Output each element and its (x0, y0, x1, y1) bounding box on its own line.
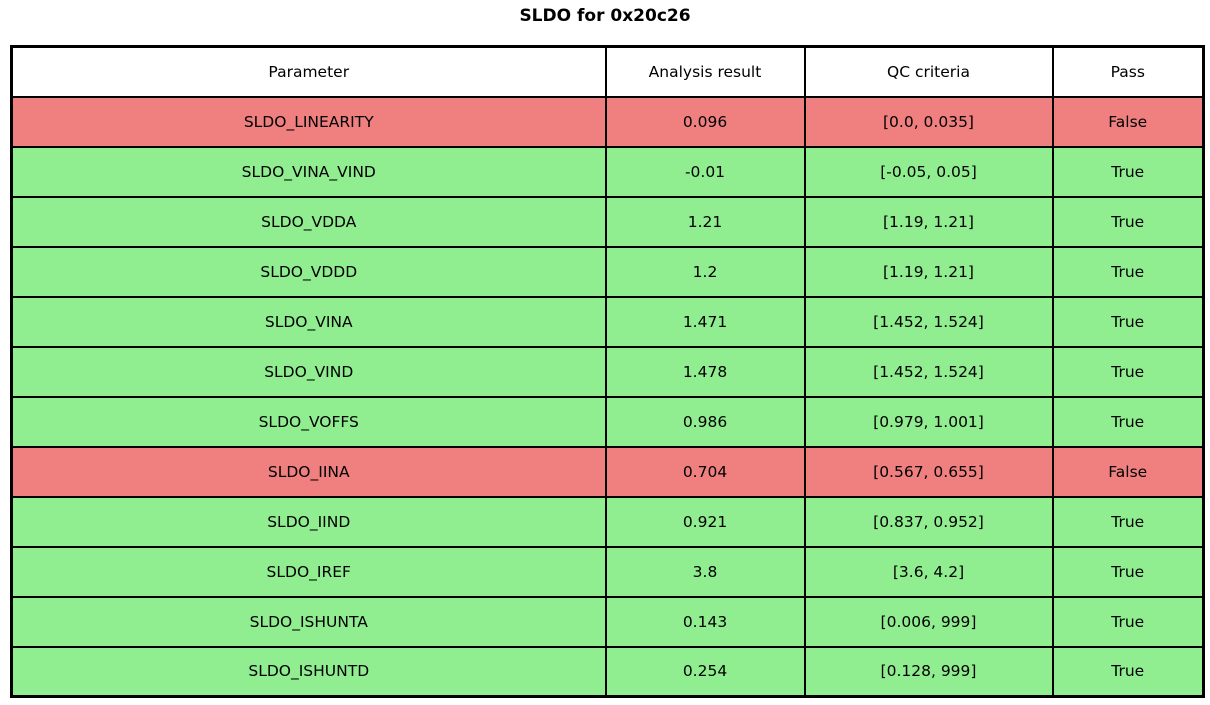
qc-criteria-cell: [1.452, 1.524] (803, 295, 1054, 348)
analysis-result-cell: 0.921 (604, 495, 806, 548)
table-row: SLDO_LINEARITY 0.096 [0.0, 0.035] False (10, 95, 1205, 148)
qc-criteria-cell: [0.979, 1.001] (803, 395, 1054, 448)
analysis-result-cell: 1.478 (604, 345, 806, 398)
qc-criteria-cell: [-0.05, 0.05] (803, 145, 1054, 198)
table-row: SLDO_ISHUNTA 0.143 [0.006, 999] True (10, 595, 1205, 648)
pass-cell: True (1051, 145, 1205, 198)
pass-cell: False (1051, 95, 1205, 148)
qc-criteria-cell: [1.452, 1.524] (803, 345, 1054, 398)
table-row: SLDO_VOFFS 0.986 [0.979, 1.001] True (10, 395, 1205, 448)
parameter-cell: SLDO_IIND (10, 495, 607, 548)
table-row: SLDO_IREF 3.8 [3.6, 4.2] True (10, 545, 1205, 598)
parameter-cell: SLDO_VINA_VIND (10, 145, 607, 198)
analysis-result-cell: 0.143 (604, 595, 806, 648)
parameter-cell: SLDO_ISHUNTD (10, 645, 607, 698)
pass-cell: True (1051, 645, 1205, 698)
analysis-result-cell: 1.21 (604, 195, 806, 248)
pass-cell: True (1051, 195, 1205, 248)
column-header-analysis-result: Analysis result (604, 45, 806, 98)
pass-cell: True (1051, 345, 1205, 398)
column-header-qc-criteria: QC criteria (803, 45, 1054, 98)
analysis-result-cell: 0.704 (604, 445, 806, 498)
analysis-result-cell: -0.01 (604, 145, 806, 198)
parameter-cell: SLDO_ISHUNTA (10, 595, 607, 648)
analysis-result-cell: 0.986 (604, 395, 806, 448)
table-row: SLDO_IINA 0.704 [0.567, 0.655] False (10, 445, 1205, 498)
pass-cell: True (1051, 595, 1205, 648)
parameter-cell: SLDO_IREF (10, 545, 607, 598)
analysis-result-cell: 1.471 (604, 295, 806, 348)
parameter-cell: SLDO_VOFFS (10, 395, 607, 448)
table-row: SLDO_VDDD 1.2 [1.19, 1.21] True (10, 245, 1205, 298)
table-row: SLDO_VDDA 1.21 [1.19, 1.21] True (10, 195, 1205, 248)
page-title: SLDO for 0x20c26 (519, 6, 691, 26)
parameter-cell: SLDO_IINA (10, 445, 607, 498)
table-row: SLDO_VIND 1.478 [1.452, 1.524] True (10, 345, 1205, 398)
pass-cell: True (1051, 545, 1205, 598)
parameter-cell: SLDO_VDDD (10, 245, 607, 298)
qc-criteria-cell: [0.006, 999] (803, 595, 1054, 648)
table-row: SLDO_IIND 0.921 [0.837, 0.952] True (10, 495, 1205, 548)
qc-criteria-cell: [0.0, 0.035] (803, 95, 1054, 148)
qc-results-table: Parameter Analysis result QC criteria Pa… (10, 45, 1205, 698)
qc-criteria-cell: [1.19, 1.21] (803, 245, 1054, 298)
analysis-result-cell: 3.8 (604, 545, 806, 598)
pass-cell: True (1051, 395, 1205, 448)
parameter-cell: SLDO_VINA (10, 295, 607, 348)
qc-criteria-cell: [0.128, 999] (803, 645, 1054, 698)
table-row: SLDO_ISHUNTD 0.254 [0.128, 999] True (10, 645, 1205, 698)
parameter-cell: SLDO_LINEARITY (10, 95, 607, 148)
analysis-result-cell: 0.254 (604, 645, 806, 698)
table-row: SLDO_VINA 1.471 [1.452, 1.524] True (10, 295, 1205, 348)
analysis-result-cell: 1.2 (604, 245, 806, 298)
table-row: SLDO_VINA_VIND -0.01 [-0.05, 0.05] True (10, 145, 1205, 198)
column-header-pass: Pass (1051, 45, 1205, 98)
qc-criteria-cell: [0.567, 0.655] (803, 445, 1054, 498)
parameter-cell: SLDO_VDDA (10, 195, 607, 248)
qc-criteria-cell: [3.6, 4.2] (803, 545, 1054, 598)
pass-cell: False (1051, 445, 1205, 498)
pass-cell: True (1051, 245, 1205, 298)
column-header-parameter: Parameter (10, 45, 607, 98)
parameter-cell: SLDO_VIND (10, 345, 607, 398)
analysis-result-cell: 0.096 (604, 95, 806, 148)
header-row: Parameter Analysis result QC criteria Pa… (10, 45, 1205, 98)
qc-criteria-cell: [1.19, 1.21] (803, 195, 1054, 248)
pass-cell: True (1051, 295, 1205, 348)
pass-cell: True (1051, 495, 1205, 548)
qc-criteria-cell: [0.837, 0.952] (803, 495, 1054, 548)
